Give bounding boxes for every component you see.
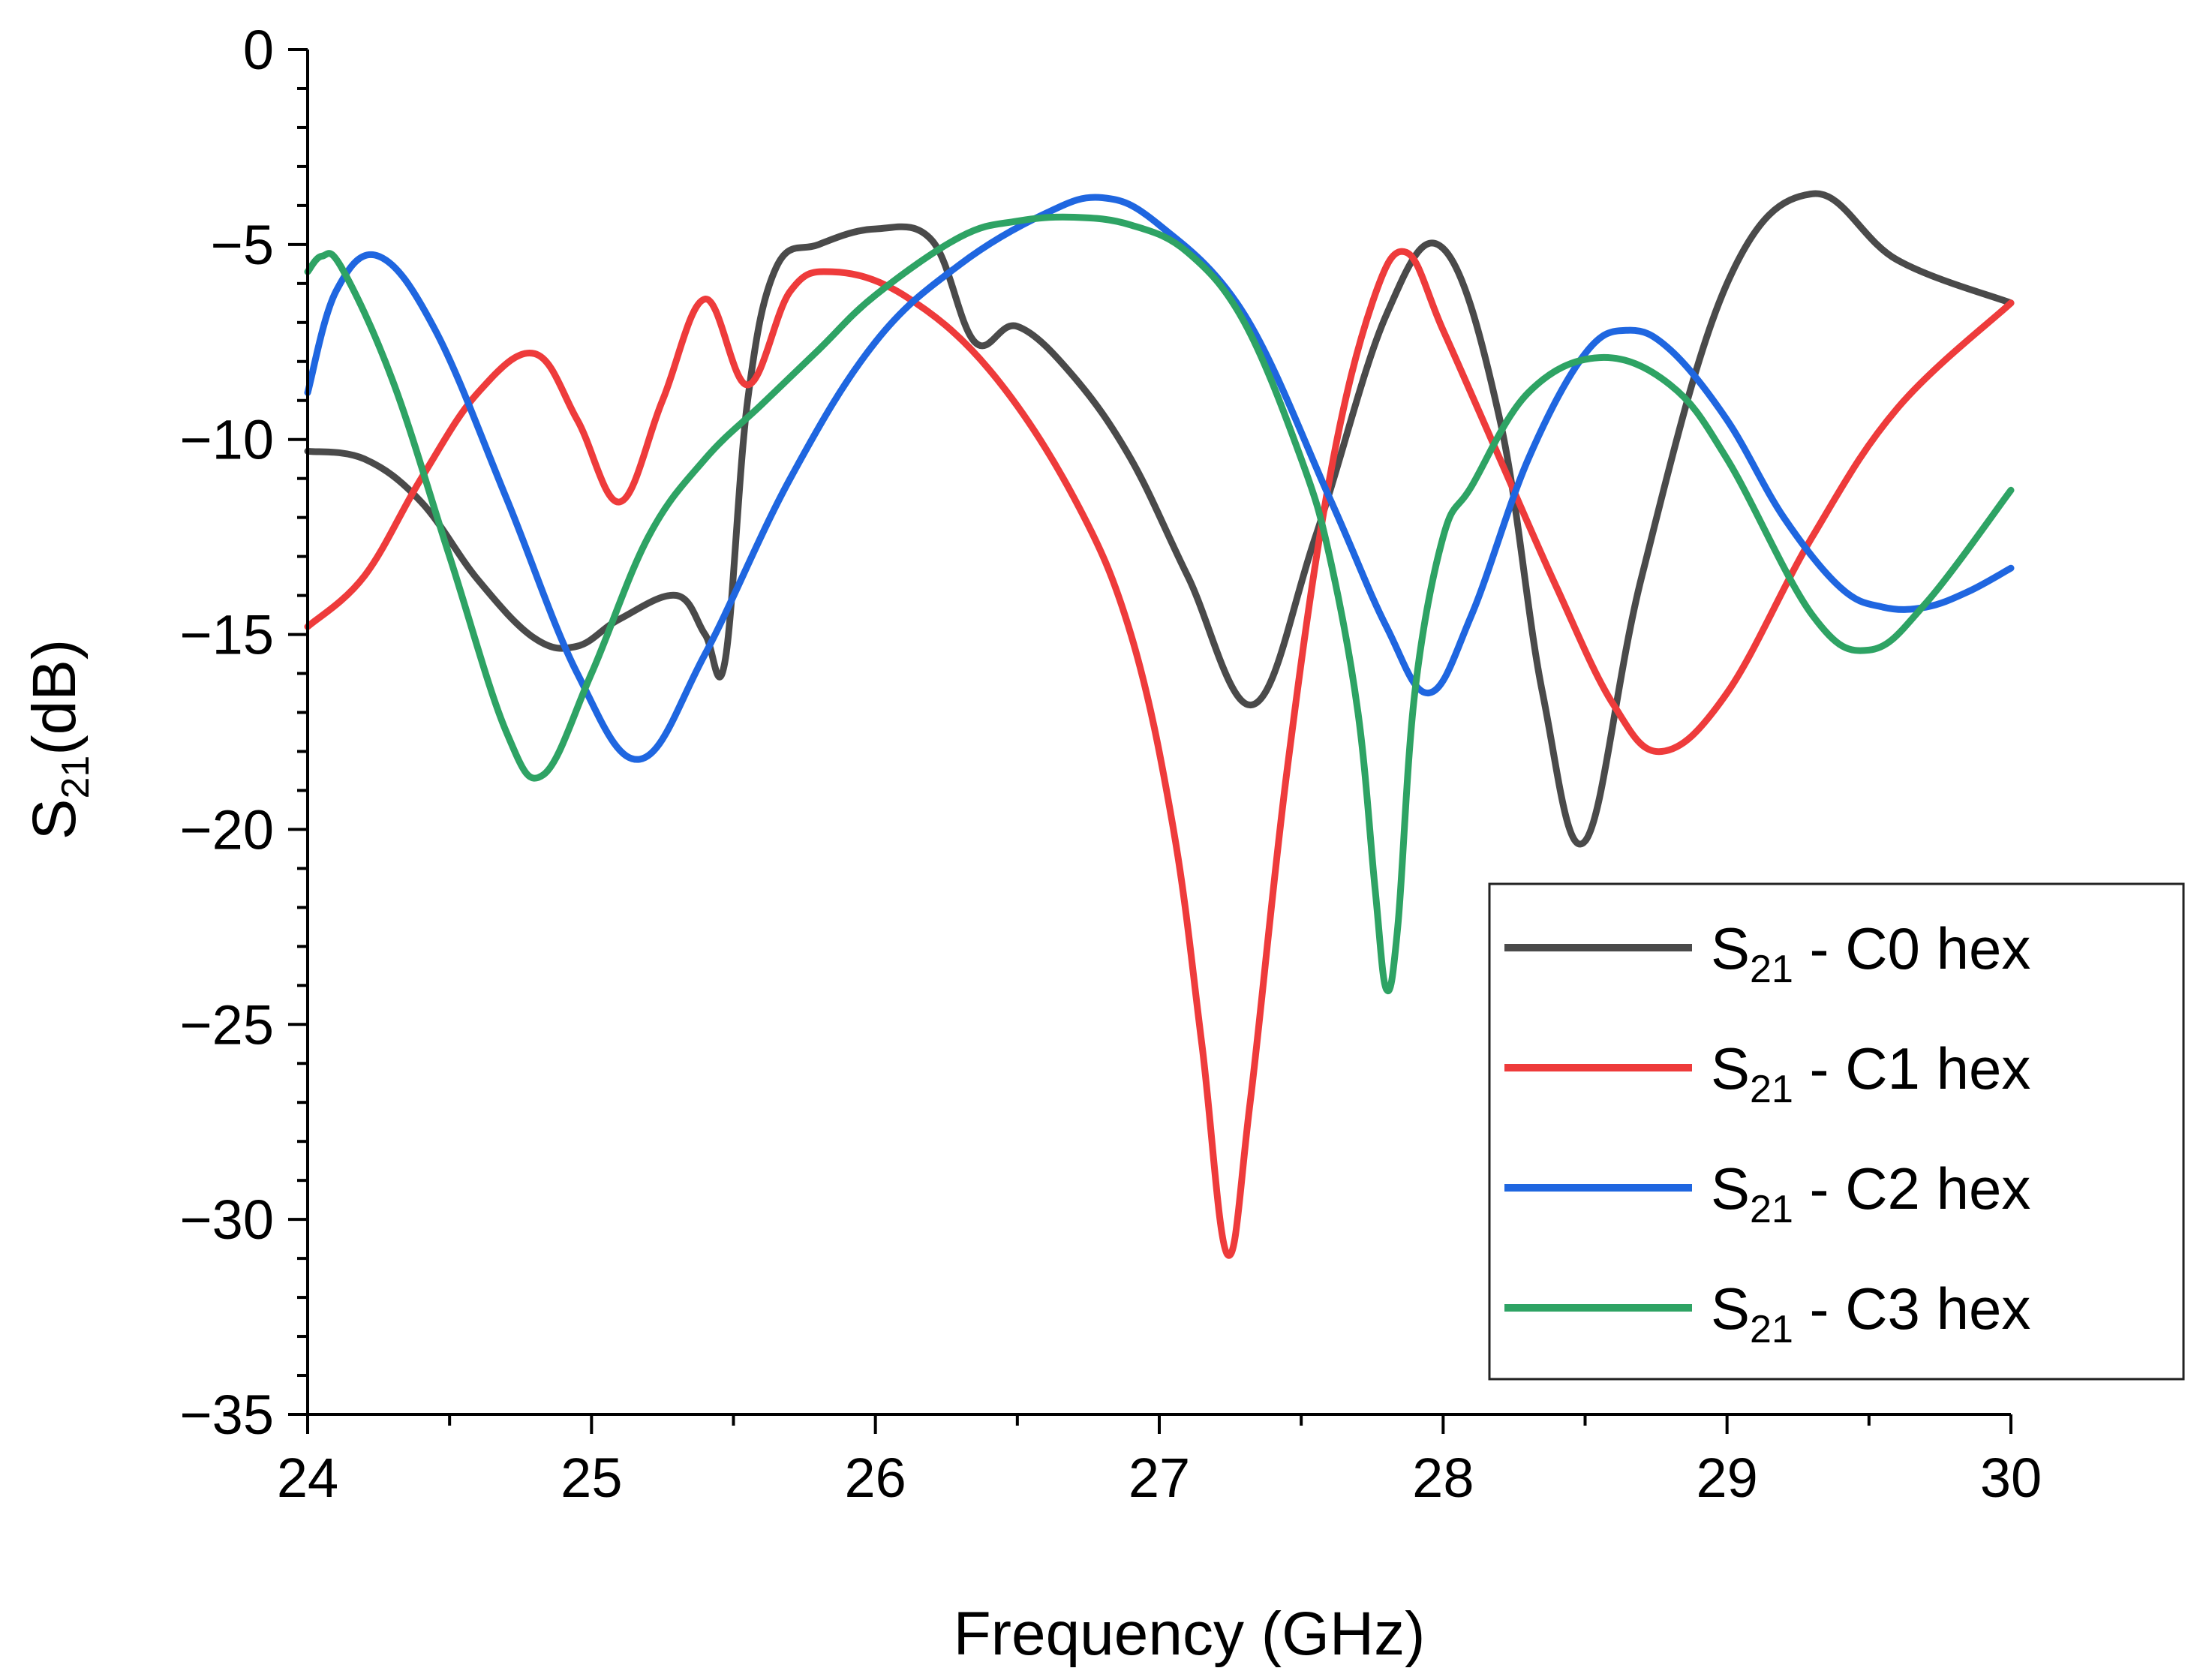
y-axis-title-sub: 21 [54, 756, 98, 799]
y-axis-title-suffix: (dB) [20, 639, 89, 756]
legend-box [1488, 882, 2185, 1381]
series-line-2 [304, 194, 2015, 763]
y-axis-title-main: S [20, 799, 89, 840]
series-line-0 [304, 190, 2015, 848]
series-lines [304, 190, 2015, 1259]
x-tick-label: 28 [1412, 1447, 1474, 1509]
x-tick-label: 29 [1697, 1447, 1758, 1509]
y-tick-label: −20 [179, 798, 274, 861]
x-tick-label: 27 [1129, 1447, 1190, 1509]
x-axis-ticks: 24 25 26 27 28 29 30 [277, 1414, 2042, 1509]
x-tick-label: 30 [1980, 1447, 2042, 1509]
series-line-3 [304, 213, 2015, 994]
legend-label-3: S21 - C3 hex [1711, 1276, 2030, 1351]
x-tick-label: 24 [277, 1447, 338, 1509]
y-tick-label: −25 [179, 993, 274, 1056]
x-axis-title: Frequency (GHz) [954, 1600, 1426, 1668]
y-tick-label: −10 [179, 409, 274, 471]
legend: S21 - C0 hex S21 - C1 hex S21 - C2 hex S21 … [1488, 882, 2185, 1381]
y-axis-title: S21(dB) [20, 639, 98, 840]
y-tick-label: 0 [243, 19, 274, 81]
legend-label-0: S21 - C0 hex [1711, 915, 2030, 991]
series-line-1 [304, 248, 2015, 1259]
y-tick-label: −15 [179, 604, 274, 666]
x-tick-label: 25 [561, 1447, 622, 1509]
legend-label-1: S21 - C1 hex [1711, 1035, 2030, 1111]
y-axis-ticks: 0 −5 −10 −15 −20 −25 −30 −35 [179, 19, 308, 1446]
y-tick-label: −35 [179, 1384, 274, 1446]
legend-label-2: S21 - C2 hex [1711, 1156, 2030, 1231]
x-tick-label: 26 [845, 1447, 906, 1509]
y-tick-label: −30 [179, 1189, 274, 1251]
y-tick-label: −5 [211, 214, 274, 276]
